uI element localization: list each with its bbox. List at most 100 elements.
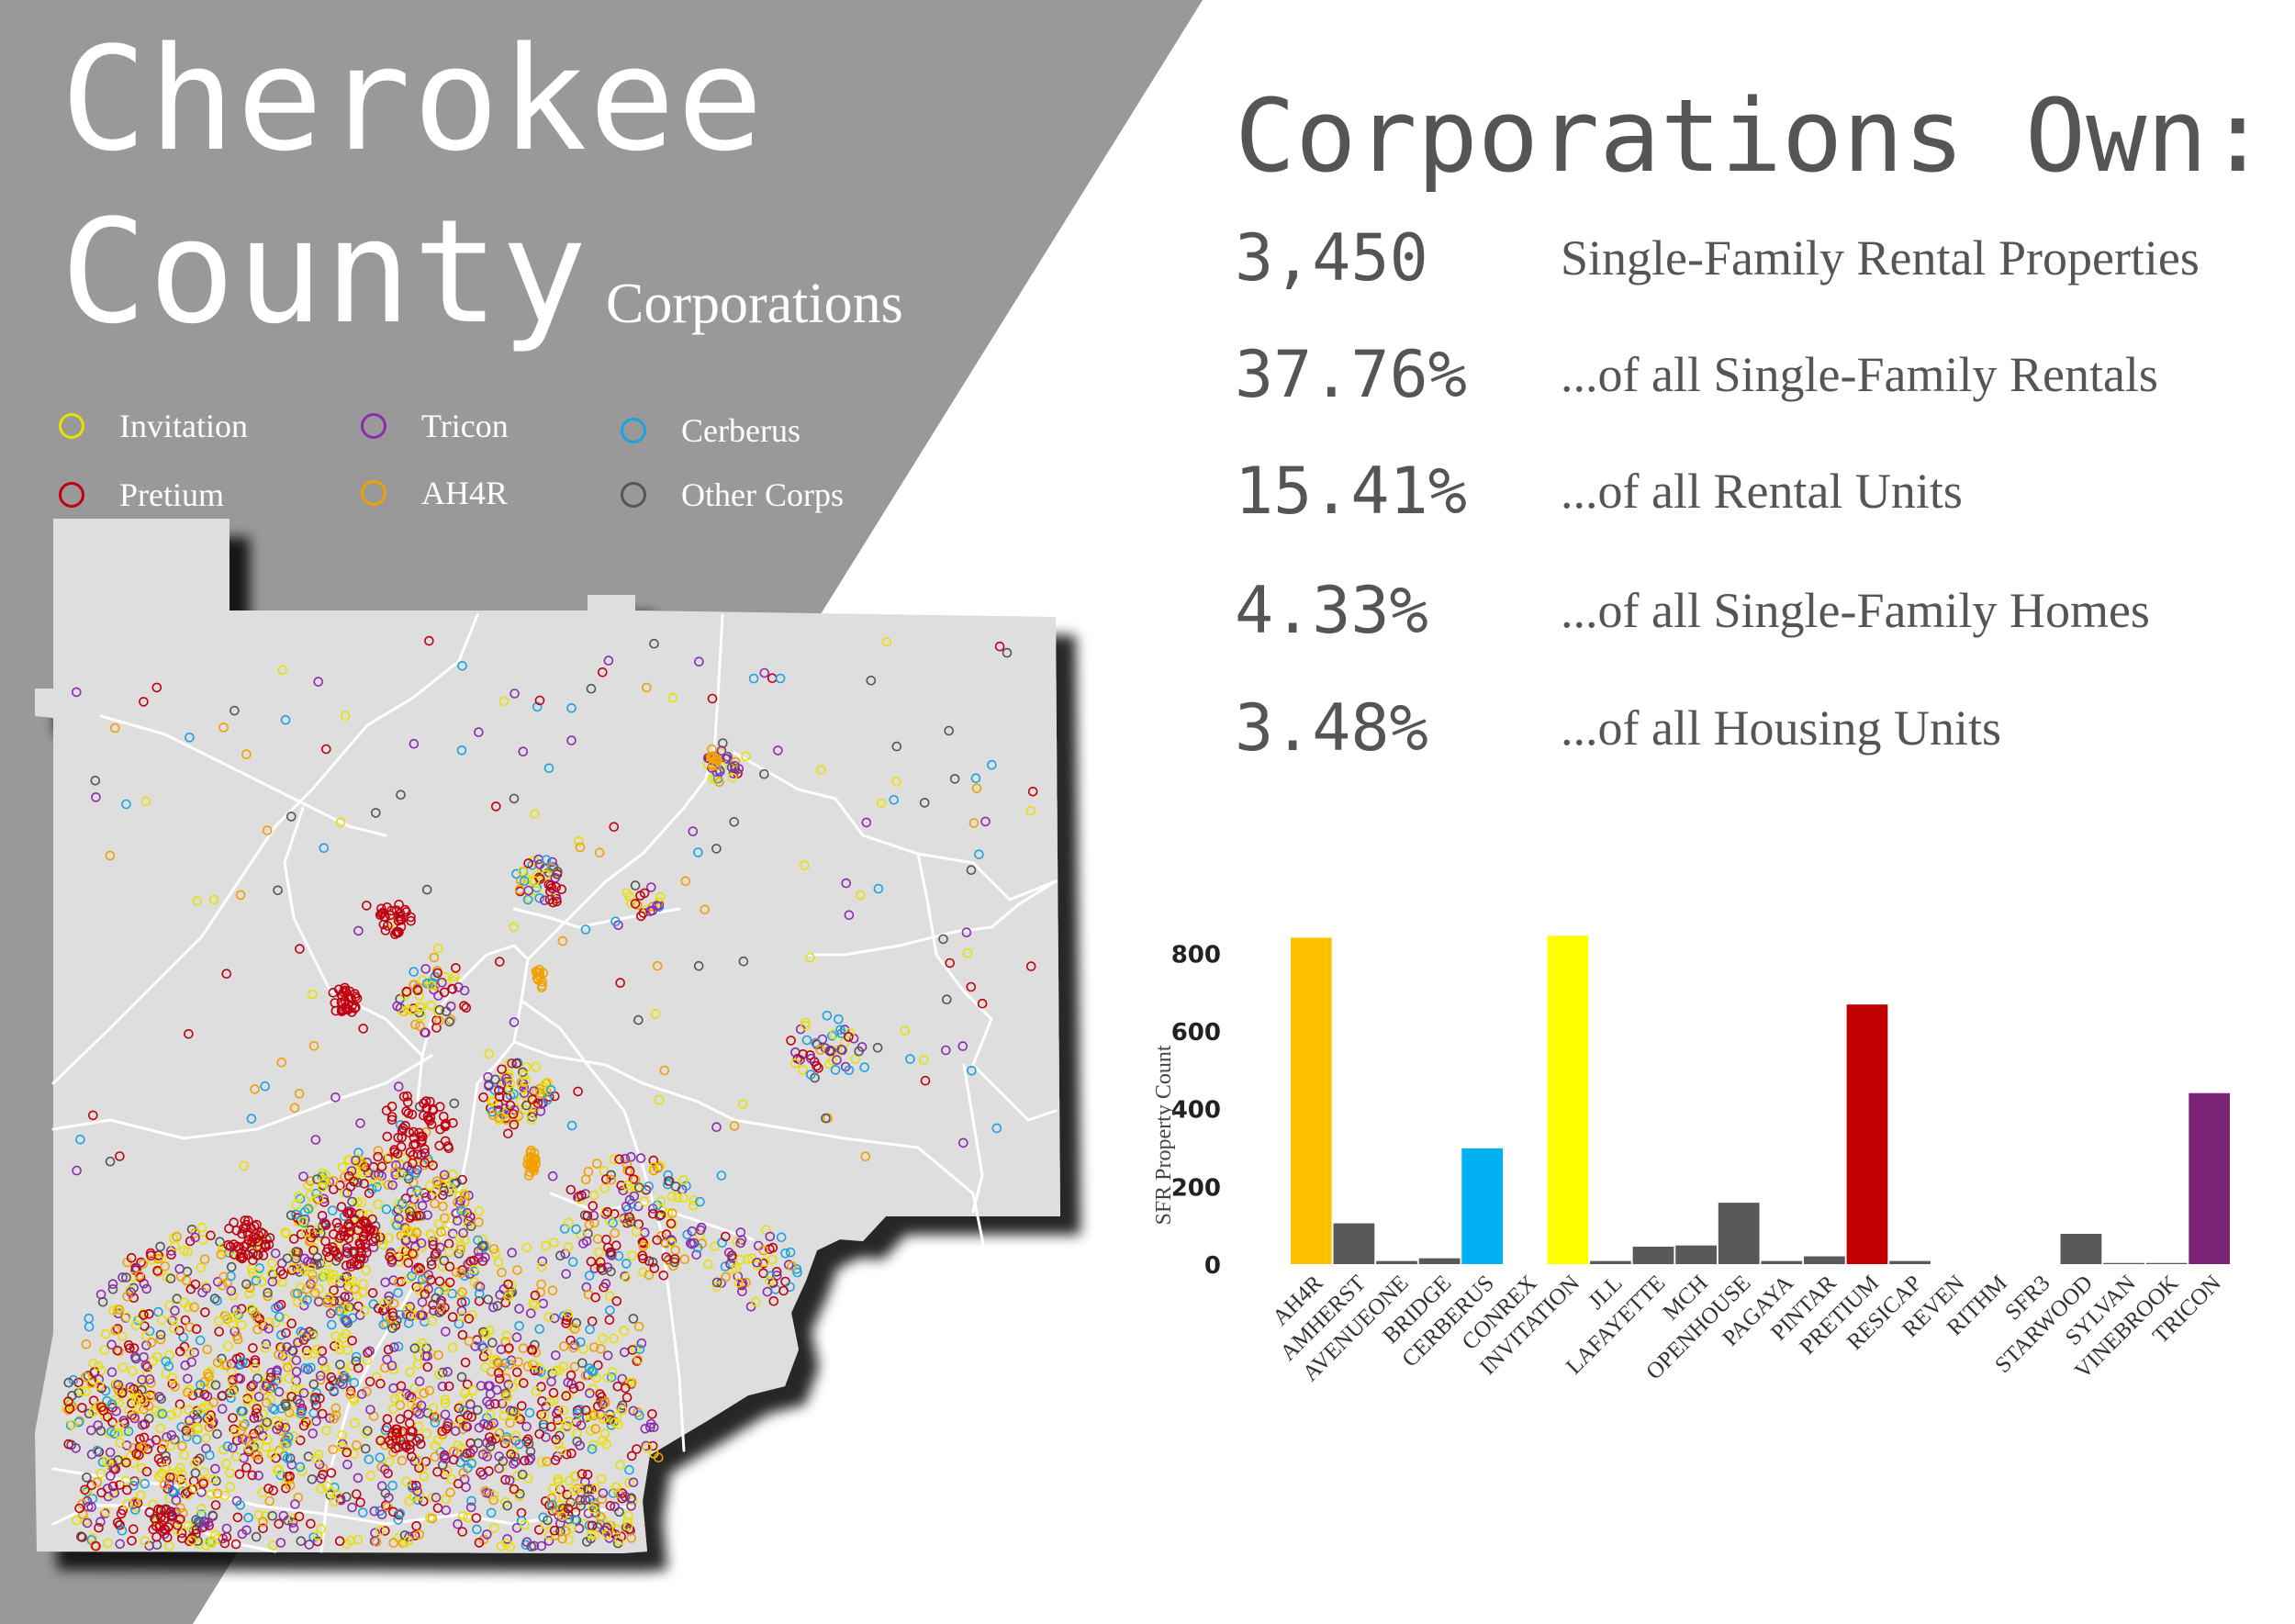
property-point [113,1428,123,1439]
property-point [494,957,505,967]
property-point [494,1085,504,1096]
property-point [474,1288,485,1299]
property-point [202,1344,213,1355]
property-point [174,1346,185,1357]
property-point [557,935,568,946]
property-point [130,1351,140,1362]
property-point [251,1531,262,1542]
property-point [634,1344,645,1355]
property-point [790,1058,800,1069]
property-point [519,1082,529,1092]
property-point [392,1428,402,1439]
property-point [480,1485,490,1496]
property-point [711,1277,722,1288]
property-point [347,1336,357,1346]
property-point [420,1193,431,1203]
property-point [727,772,738,783]
property-point [688,826,699,836]
property-point [844,910,855,921]
property-point [602,1206,613,1217]
property-point [488,1244,499,1254]
property-point [365,1471,376,1481]
property-point [281,1392,291,1402]
property-point [359,1179,369,1189]
property-point [269,1405,280,1415]
bar [1590,1260,1631,1264]
property-point [415,1021,425,1031]
property-point [633,1182,644,1193]
property-point [253,1392,264,1402]
property-point [416,1238,427,1249]
stat-row: 4.33% ...of all Single-Family Homes [1235,573,2272,655]
property-point [537,1256,548,1267]
stat-row: 3.48% ...of all Housing Units [1235,690,2272,773]
property-point [273,885,283,896]
property-point [652,960,663,971]
property-point [531,966,542,977]
property-point [263,1435,273,1445]
property-point [503,1279,513,1290]
property-point [431,1248,442,1258]
property-point [190,1227,200,1238]
property-point [342,1303,353,1313]
property-point [919,798,930,808]
property-point [375,1452,386,1462]
y-axis-label: SFR Property Count [1152,1045,1176,1225]
property-point [484,1048,495,1059]
property-point [421,1428,431,1439]
property-point [291,1209,301,1220]
property-point [655,1160,666,1171]
property-point [792,1267,802,1278]
property-point [213,1277,223,1287]
property-point [548,1387,559,1398]
property-point [460,1451,471,1462]
property-point [547,1499,557,1510]
property-point [219,1310,230,1321]
property-point [405,1147,416,1158]
property-point [212,1488,223,1499]
property-point [250,1084,260,1094]
property-point [645,1418,656,1429]
property-point [409,738,420,749]
property-point [604,1291,615,1301]
property-point [249,1413,260,1423]
property-point [405,1367,415,1377]
property-point [439,1452,450,1462]
property-point [493,1257,504,1268]
property-point [575,1194,586,1204]
property-point [384,1152,395,1162]
property-point [196,1222,207,1233]
property-point [177,1479,188,1490]
property-point [214,1316,224,1327]
county-outline [35,519,1060,1553]
property-point [155,1241,165,1252]
property-point [346,1166,357,1176]
property-point [276,1329,286,1340]
property-point [332,1249,342,1260]
property-point [164,1300,174,1311]
stat-value: 4.33% [1235,573,1428,648]
property-point [378,919,389,930]
property-point [339,1188,350,1198]
property-point [253,1249,263,1260]
property-point [543,1530,554,1540]
property-point [748,673,759,684]
property-point [600,1174,611,1184]
property-point [172,1231,182,1242]
property-point [263,1324,274,1334]
property-point [342,1004,353,1015]
property-point [397,1126,408,1136]
property-point [514,1439,524,1450]
property-point [274,1301,284,1312]
property-point [243,1512,253,1523]
property-point [101,1506,111,1518]
bar [1547,935,1589,1264]
property-point [212,1295,222,1306]
property-point [551,1365,561,1376]
property-point [758,1245,768,1256]
property-point [606,1420,617,1430]
property-point [478,1092,488,1103]
property-point [606,1372,617,1383]
property-point [474,1206,485,1216]
property-point [343,1155,353,1166]
